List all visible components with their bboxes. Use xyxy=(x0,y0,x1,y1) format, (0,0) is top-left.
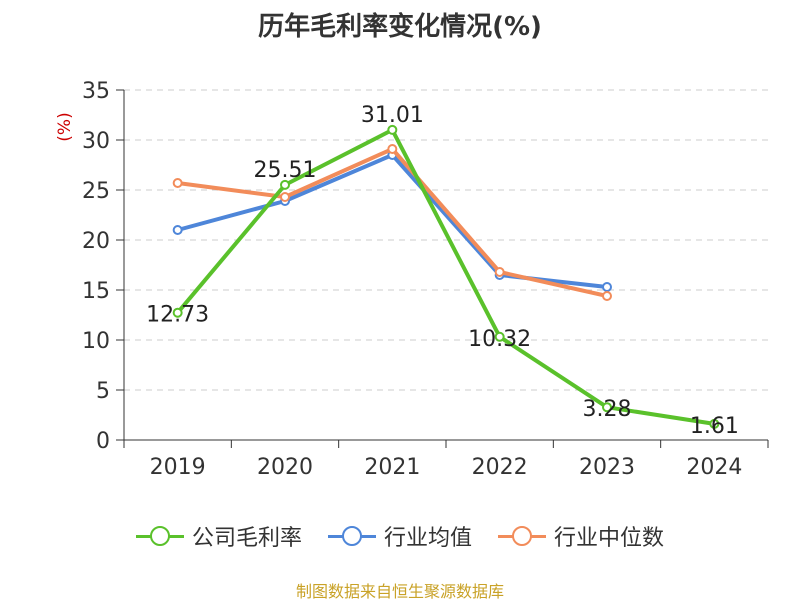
series-point-2 xyxy=(172,178,183,188)
data-label: 3.28 xyxy=(583,397,632,422)
y-tick-label: 15 xyxy=(82,279,110,304)
series-point-0 xyxy=(602,402,612,413)
y-tick-label: 35 xyxy=(82,79,110,104)
legend-marker-icon xyxy=(327,526,376,546)
series-point-0 xyxy=(709,418,720,429)
series-point-0 xyxy=(387,124,398,135)
legend-label: 公司毛利率 xyxy=(191,526,302,551)
y-tick-label: 5 xyxy=(96,379,110,404)
x-tick-label: 2022 xyxy=(472,455,528,480)
legend-item[interactable]: 行业中位数 xyxy=(498,520,664,552)
series-point-0 xyxy=(172,307,183,318)
x-tick-label: 2023 xyxy=(579,455,635,480)
x-tick-label: 2019 xyxy=(150,455,206,480)
legend-item[interactable]: 公司毛利率 xyxy=(135,520,302,552)
y-tick-label: 0 xyxy=(96,429,110,454)
series-point-0 xyxy=(280,179,290,190)
series-line-1 xyxy=(177,153,608,289)
series-point-0 xyxy=(494,331,505,342)
legend-item[interactable]: 行业均值 xyxy=(327,520,472,552)
series-point-1 xyxy=(602,282,612,292)
data-label: 31.01 xyxy=(361,103,424,128)
data-source-note: 制图数据来自恒生聚源数据库 xyxy=(295,582,504,601)
x-tick-label: 2024 xyxy=(686,455,742,480)
legend-label: 行业中位数 xyxy=(554,526,665,551)
x-tick-label: 2021 xyxy=(364,455,420,480)
series-point-2 xyxy=(280,192,290,202)
legend-marker-icon xyxy=(498,526,546,546)
data-label: 10.32 xyxy=(468,327,531,352)
data-label: 1.61 xyxy=(690,414,739,439)
data-label: 12.73 xyxy=(146,303,209,328)
data-label: 25.51 xyxy=(254,158,317,183)
series-point-1 xyxy=(172,225,183,235)
chart-legend: 公司毛利率 行业均值 行业中位数 xyxy=(0,520,800,552)
series-point-2 xyxy=(602,291,612,301)
legend-marker-icon xyxy=(135,526,184,546)
y-tick-label: 10 xyxy=(82,329,110,354)
series-point-2 xyxy=(387,144,398,154)
x-tick-label: 2020 xyxy=(257,455,313,480)
y-tick-label: 25 xyxy=(82,179,110,204)
legend-label: 行业均值 xyxy=(383,526,472,551)
series-line-2 xyxy=(177,147,608,298)
y-tick-label: 30 xyxy=(82,129,110,154)
chart-title: 历年毛利率变化情况(%) xyxy=(258,12,542,42)
series-line-0 xyxy=(176,127,715,426)
y-axis-label: (%) xyxy=(55,112,75,141)
y-tick-label: 20 xyxy=(82,229,110,254)
series-point-2 xyxy=(494,267,505,277)
